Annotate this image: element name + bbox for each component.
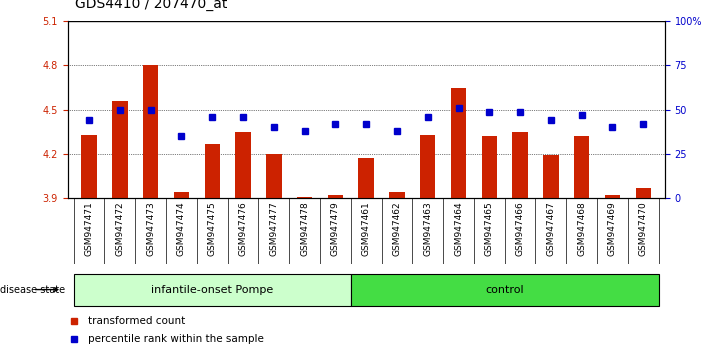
Bar: [173, 192, 189, 354]
Text: transformed count: transformed count: [88, 316, 186, 326]
Text: GSM947462: GSM947462: [392, 201, 402, 256]
Bar: [297, 197, 312, 354]
Text: GSM947475: GSM947475: [208, 201, 217, 256]
Text: percentile rank within the sample: percentile rank within the sample: [88, 334, 264, 344]
Bar: [605, 195, 620, 354]
Bar: [81, 135, 97, 354]
Bar: [420, 135, 435, 354]
Bar: [481, 136, 497, 354]
Text: control: control: [486, 285, 524, 295]
Bar: [235, 132, 251, 354]
Text: GSM947463: GSM947463: [423, 201, 432, 256]
Text: GSM947465: GSM947465: [485, 201, 494, 256]
Bar: [74, 274, 351, 306]
Text: GSM947472: GSM947472: [115, 201, 124, 256]
Bar: [513, 132, 528, 354]
Text: GSM947469: GSM947469: [608, 201, 617, 256]
Bar: [112, 101, 127, 354]
Text: GSM947473: GSM947473: [146, 201, 155, 256]
Text: GSM947478: GSM947478: [300, 201, 309, 256]
Bar: [143, 65, 159, 354]
Bar: [205, 144, 220, 354]
Bar: [266, 154, 282, 354]
Bar: [636, 188, 651, 354]
Bar: [358, 158, 374, 354]
Text: GSM947468: GSM947468: [577, 201, 586, 256]
Text: GSM947477: GSM947477: [269, 201, 278, 256]
Text: GSM947466: GSM947466: [515, 201, 525, 256]
Text: GSM947464: GSM947464: [454, 201, 463, 256]
Text: GSM947474: GSM947474: [177, 201, 186, 256]
Text: GSM947476: GSM947476: [238, 201, 247, 256]
Bar: [451, 87, 466, 354]
Text: GSM947471: GSM947471: [85, 201, 94, 256]
Text: infantile-onset Pompe: infantile-onset Pompe: [151, 285, 273, 295]
Text: GDS4410 / 207470_at: GDS4410 / 207470_at: [75, 0, 227, 11]
Text: disease state: disease state: [0, 285, 65, 295]
Text: GSM947467: GSM947467: [546, 201, 555, 256]
Text: GSM947470: GSM947470: [638, 201, 648, 256]
Bar: [389, 192, 405, 354]
Bar: [328, 195, 343, 354]
Text: GSM947461: GSM947461: [362, 201, 370, 256]
Bar: [351, 274, 658, 306]
Bar: [543, 155, 559, 354]
Bar: [574, 136, 589, 354]
Text: GSM947479: GSM947479: [331, 201, 340, 256]
